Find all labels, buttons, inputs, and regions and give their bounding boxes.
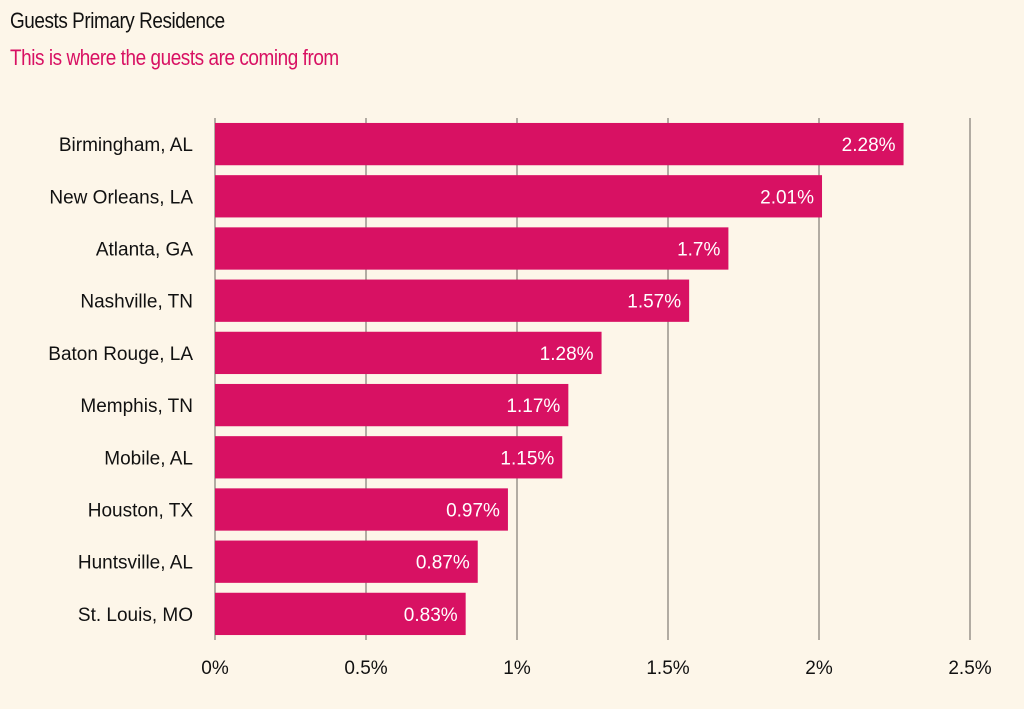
category-label: Birmingham, AL (59, 135, 193, 156)
x-tick-label: 0.5% (344, 658, 387, 679)
x-tick-label: 1% (503, 658, 531, 679)
bar (215, 227, 729, 270)
chart-subtitle: This is where the guests are coming from (10, 45, 339, 70)
category-label: New Orleans, LA (49, 187, 193, 208)
bar (215, 279, 690, 322)
bar (215, 436, 563, 479)
value-label: 1.15% (500, 448, 554, 469)
value-label: 1.28% (540, 344, 594, 365)
value-label: 1.17% (506, 396, 560, 417)
chart-title: Guests Primary Residence (10, 8, 225, 33)
category-label: Mobile, AL (104, 448, 193, 469)
x-tick-label: 2.5% (948, 658, 991, 679)
bar (215, 383, 569, 427)
value-label: 0.83% (404, 605, 458, 626)
value-label: 2.01% (760, 187, 814, 208)
bar (215, 175, 823, 218)
category-label: Atlanta, GA (96, 240, 193, 261)
value-label: 2.28% (842, 135, 896, 156)
value-label: 1.57% (627, 292, 681, 313)
bar (215, 331, 602, 375)
category-label: St. Louis, MO (78, 605, 193, 626)
category-label: Memphis, TN (80, 396, 193, 417)
value-label: 0.87% (416, 553, 470, 574)
value-label: 0.97% (446, 501, 500, 522)
category-label: Baton Rouge, LA (48, 344, 193, 365)
value-label: 1.7% (677, 240, 720, 261)
bar (215, 122, 904, 166)
bar (215, 592, 466, 636)
x-tick-label: 0% (201, 658, 229, 679)
bar-layer (215, 122, 904, 636)
bar (215, 488, 508, 531)
x-tick-label: 1.5% (646, 658, 689, 679)
category-label: Nashville, TN (80, 292, 193, 313)
bar (215, 540, 478, 583)
label-layer: 0% 0.5% 1% 1.5% 2% 2.5% Birmingham, AL 2.28% New… (48, 135, 991, 679)
category-label: Houston, TX (88, 501, 194, 522)
x-tick-label: 2% (805, 658, 833, 679)
category-label: Huntsville, AL (78, 553, 193, 574)
